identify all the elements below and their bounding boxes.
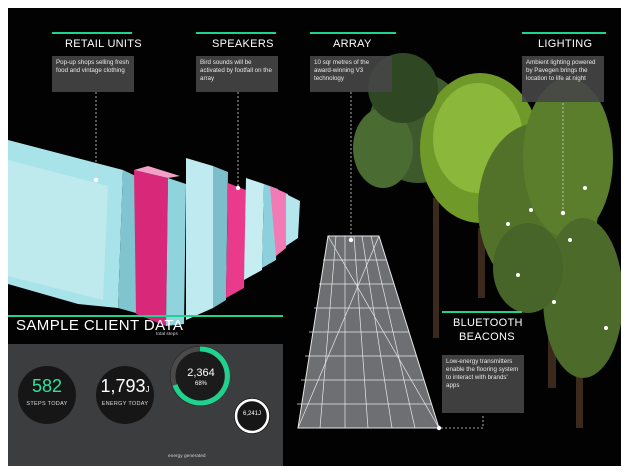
- steps-today-stat: 582 STEPS TODAY: [18, 366, 76, 424]
- retail-units-description: Pop-up shops selling fresh food and vint…: [52, 56, 134, 92]
- speakers-description: Bird sounds will be activated by footfal…: [196, 56, 278, 92]
- energy-today-stat: 1,793J ENERGY TODAY: [96, 366, 154, 424]
- retail-units-title: RETAIL UNITS: [65, 38, 142, 50]
- total-steps-percent: 68%: [194, 381, 207, 387]
- light-bulb: [529, 208, 533, 212]
- speakers-title: SPEAKERS: [212, 38, 274, 50]
- energy-today-caption: ENERGY TODAY: [101, 401, 149, 407]
- callout-accent-line: [52, 32, 132, 34]
- energy-today-unit: J: [145, 385, 150, 394]
- sample-data-panel: 582 STEPS TODAY 1,793J ENERGY TODAY tota…: [8, 332, 283, 466]
- light-bulb: [583, 186, 587, 190]
- energy-generated-value: 6,241: [242, 411, 258, 417]
- infographic-scene: RETAIL UNITS Pop-up shops selling fresh …: [8, 8, 621, 466]
- total-steps-value: 2,364: [187, 367, 215, 379]
- light-bulb: [506, 222, 510, 226]
- energy-floor-array-illustration: [297, 235, 440, 429]
- callout-accent-line: [522, 32, 606, 34]
- lighting-title: LIGHTING: [538, 38, 593, 50]
- kiosk-illustration: [8, 140, 300, 451]
- callout-accent-line: [442, 311, 522, 313]
- total-steps-ring: [170, 346, 230, 406]
- bluetooth-beacons-title-line1: BLUETOOTH: [453, 317, 523, 329]
- energy-today-value: 1,793: [100, 376, 146, 396]
- lighting-description: Ambient lighting powered by Pavegen brin…: [522, 56, 604, 102]
- steps-today-caption: STEPS TODAY: [26, 401, 68, 407]
- energy-generated-ring: [234, 398, 270, 434]
- bluetooth-beacons-title-line2: BEACONS: [459, 331, 515, 343]
- light-bulb: [568, 238, 572, 242]
- light-bulb: [604, 326, 608, 330]
- energy-generated-unit: J: [258, 411, 261, 417]
- sample-accent-line: [8, 315, 283, 317]
- bluetooth-beacons-description: Low-energy transmitters enable the floor…: [442, 355, 524, 413]
- energy-generated-value-wrap: 6,241J: [237, 411, 267, 417]
- energy-generated-label: energy generated: [168, 454, 206, 459]
- sample-client-data-title: SAMPLE CLIENT DATA: [16, 317, 184, 334]
- energy-today-value-wrap: 1,793J: [96, 376, 154, 397]
- total-steps-label: total steps: [156, 332, 178, 337]
- leader-lines: [93, 92, 566, 431]
- light-bulb: [516, 273, 520, 277]
- array-description: 10 sqr metres of the award-winning V3 te…: [310, 56, 392, 92]
- callout-accent-line: [310, 32, 396, 34]
- tree-cluster-illustration: [353, 53, 621, 428]
- light-bulb: [552, 300, 556, 304]
- steps-today-value: 582: [31, 376, 63, 396]
- callout-accent-line: [196, 32, 276, 34]
- array-title: ARRAY: [333, 38, 372, 50]
